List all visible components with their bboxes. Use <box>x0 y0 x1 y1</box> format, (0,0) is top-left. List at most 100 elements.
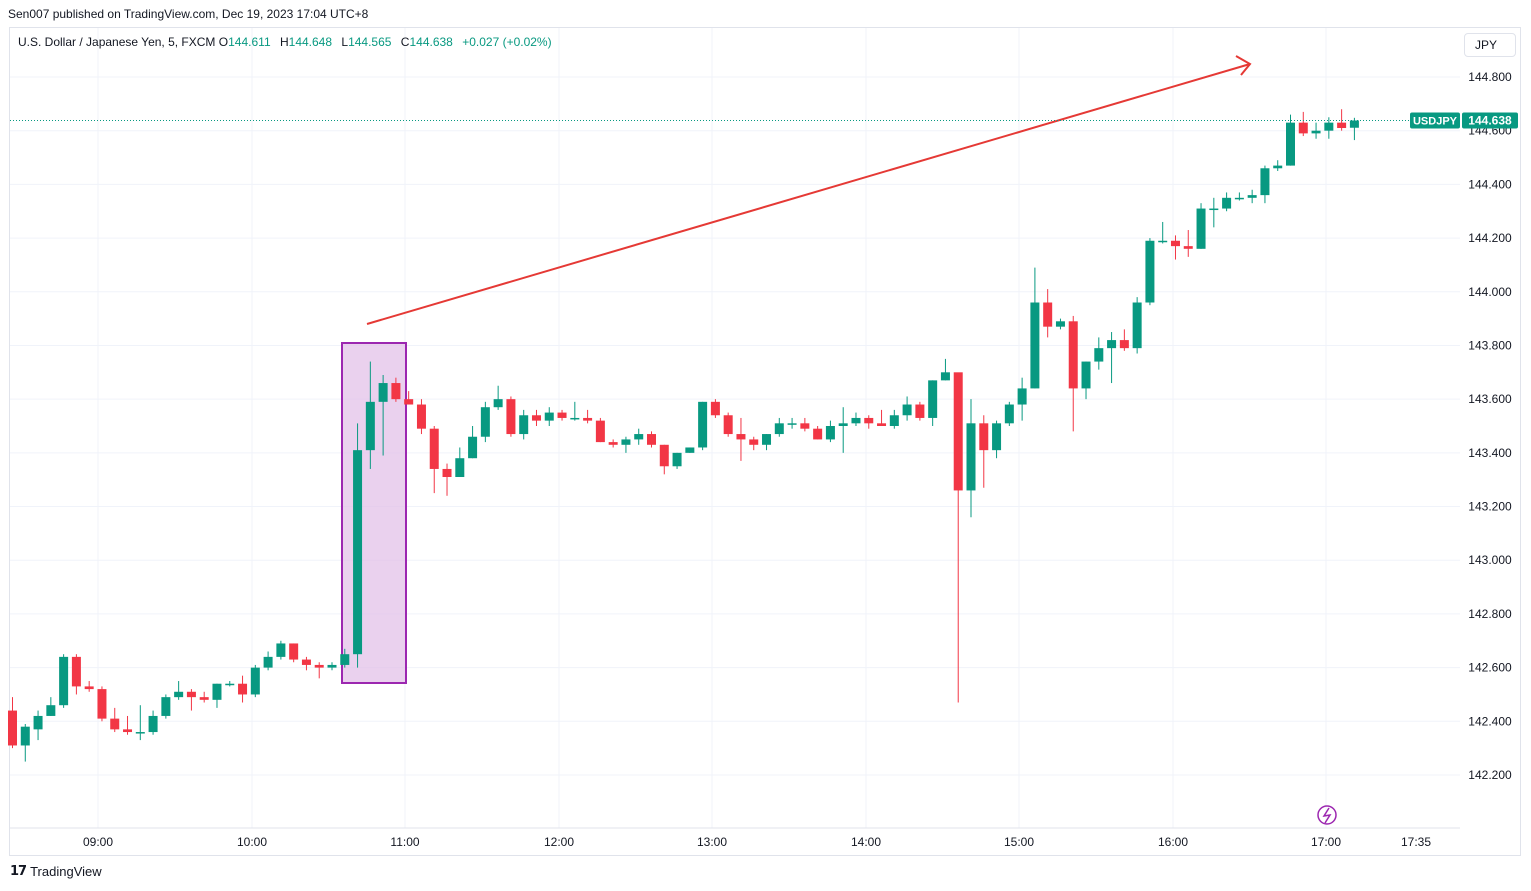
candle-body <box>1145 240 1155 303</box>
candle-body <box>1132 302 1142 349</box>
lightning-icon[interactable] <box>1317 805 1337 825</box>
currency-button[interactable]: JPY <box>1464 33 1516 57</box>
candle-body <box>1094 348 1104 362</box>
y-tick-label: 142.600 <box>1468 661 1512 675</box>
candle-body <box>20 726 30 746</box>
candle-body <box>161 697 171 716</box>
candle-body <box>940 372 950 381</box>
candle-body <box>928 380 938 418</box>
candle-body <box>992 423 1002 451</box>
candle-body <box>1209 208 1219 211</box>
tradingview-brand[interactable]: TradingView <box>30 864 102 879</box>
candle-body <box>442 468 452 478</box>
candle-body <box>557 412 567 418</box>
x-tick-label: 16:00 <box>1158 835 1188 849</box>
candle-body <box>762 434 772 445</box>
candle-body <box>723 415 733 435</box>
x-tick-label: 17:35 <box>1401 835 1431 849</box>
candle-body <box>1196 208 1206 249</box>
candle-body <box>979 423 989 451</box>
candle-body <box>953 372 963 491</box>
candle-body <box>659 444 669 467</box>
x-tick-label: 13:00 <box>697 835 727 849</box>
x-tick-label: 09:00 <box>83 835 113 849</box>
open-label: O <box>218 35 229 49</box>
candle-body <box>1107 340 1117 349</box>
candle-body <box>327 664 337 668</box>
candle-body <box>1234 197 1244 200</box>
x-tick-label: 11:00 <box>390 835 419 849</box>
candle-body <box>825 426 835 440</box>
tradingview-logo-icon: 17 <box>10 864 27 879</box>
candle-body <box>634 434 644 440</box>
candle-body <box>544 412 554 421</box>
candle-body <box>1043 302 1053 327</box>
highlight-box-layer <box>341 342 407 684</box>
y-tick-label: 143.400 <box>1468 446 1512 460</box>
high-value: 144.648 <box>288 35 333 49</box>
candle-body <box>1222 197 1232 209</box>
lightning-icon-ring <box>1317 805 1337 825</box>
candle-body <box>813 428 823 440</box>
candle-body <box>1337 122 1347 129</box>
x-tick-label: 17:00 <box>1311 835 1341 849</box>
grid <box>10 28 1460 828</box>
high-label: H <box>279 35 289 49</box>
candle-body <box>749 439 759 445</box>
candle-body <box>289 643 299 660</box>
y-tick-label: 144.400 <box>1468 177 1512 191</box>
y-tick-label: 144.200 <box>1468 231 1512 245</box>
candle-body <box>672 452 682 467</box>
candle-body <box>1017 388 1027 405</box>
y-tick-label: 142.200 <box>1468 768 1512 782</box>
candle-body <box>570 417 580 420</box>
candle-body <box>698 401 708 448</box>
candle-body <box>353 450 363 655</box>
candle-body <box>1311 130 1321 134</box>
symbol-legend: U.S. Dollar / Japanese Yen, 5, FXCM O144… <box>18 35 552 49</box>
chart-frame[interactable] <box>9 27 1521 856</box>
candle-body <box>212 683 222 700</box>
y-tick-label: 142.400 <box>1468 714 1512 728</box>
candle-body <box>1260 168 1270 196</box>
trend-arrow-head <box>1235 55 1252 76</box>
candle-body <box>1183 246 1193 249</box>
candle-body <box>838 423 848 426</box>
candle-body <box>493 399 503 408</box>
candle-body <box>851 417 861 424</box>
candle-body <box>915 404 925 418</box>
low-value: 144.565 <box>348 35 392 49</box>
candle-body <box>84 686 94 690</box>
footer-branding: 17 TradingView <box>10 864 102 879</box>
instrument-name[interactable]: U.S. Dollar / Japanese Yen, 5, FXCM <box>18 35 216 49</box>
candle-body <box>621 439 631 445</box>
candle-body <box>468 436 478 459</box>
open-value: 144.611 <box>228 35 271 49</box>
candle-body <box>1068 321 1078 389</box>
candle-body <box>33 715 43 730</box>
candle-body <box>8 710 17 746</box>
candle-body <box>1158 240 1168 243</box>
candles <box>8 109 1359 762</box>
candle-body <box>135 732 145 734</box>
publisher-line: Sen007 published on TradingView.com, Dec… <box>8 7 369 21</box>
candle-body <box>736 434 746 440</box>
candle-body <box>378 383 388 402</box>
candle-body <box>1286 122 1295 166</box>
candle-body <box>877 423 887 426</box>
change-value: +0.027 (+0.02%) <box>462 35 552 49</box>
candle-body <box>199 697 209 700</box>
last-price-tag-bg <box>1462 112 1518 129</box>
candle-body <box>1004 404 1014 424</box>
highlight-box <box>341 342 407 684</box>
symbol-tag-bg <box>1410 112 1460 129</box>
y-tick-label: 144.800 <box>1468 70 1512 84</box>
candle-body <box>123 729 133 733</box>
candle-body <box>966 423 976 491</box>
candle-body <box>59 656 69 706</box>
candle-body <box>276 643 286 657</box>
trend-arrow-layer <box>366 55 1252 325</box>
candle-body <box>1170 240 1180 247</box>
